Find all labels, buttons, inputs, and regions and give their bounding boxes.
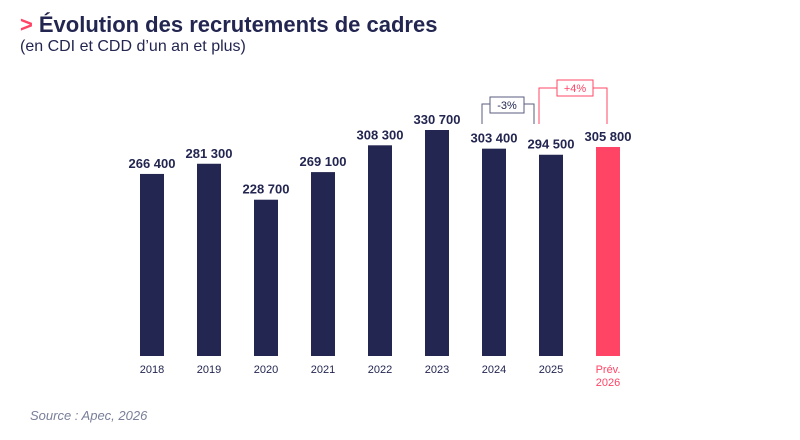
chart-subtitle: (en CDI et CDD d’un an et plus) xyxy=(20,38,246,55)
x-tick-label: 2020 xyxy=(254,364,278,376)
bar xyxy=(254,199,278,356)
value-label: 228 700 xyxy=(243,182,290,197)
x-tick-label: 2025 xyxy=(539,364,563,376)
value-label: 330 700 xyxy=(414,112,461,127)
x-tick-label: 2022 xyxy=(368,364,392,376)
bar xyxy=(596,147,620,356)
bar xyxy=(425,130,449,356)
value-label: 269 100 xyxy=(300,154,347,169)
annotation-label: +4% xyxy=(564,83,587,95)
bar xyxy=(140,173,164,356)
x-tick-label: 2026 xyxy=(596,377,620,389)
bar xyxy=(368,145,392,356)
annotation-box xyxy=(489,96,525,114)
title-text: Évolution des recrutements de cadres xyxy=(38,12,438,37)
bar xyxy=(197,163,221,356)
source-note: Source : Apec, 2026 xyxy=(30,408,148,423)
annotation-label: -3% xyxy=(497,100,517,112)
x-tick-label: Prév. xyxy=(596,364,621,376)
x-tick-label: 2023 xyxy=(425,364,449,376)
chart-title: > Évolution des recrutements de cadres xyxy=(20,12,437,38)
title-marker: > xyxy=(20,12,33,37)
bar xyxy=(539,154,563,356)
x-tick-label: 2018 xyxy=(140,364,164,376)
value-label: 294 500 xyxy=(528,137,575,152)
bar xyxy=(482,148,506,356)
x-tick-label: 2021 xyxy=(311,364,335,376)
value-label: 305 800 xyxy=(585,129,632,144)
x-tick-label: 2019 xyxy=(197,364,221,376)
value-label: 303 400 xyxy=(471,131,518,146)
value-label: 266 400 xyxy=(129,156,176,171)
annotation-box xyxy=(556,79,594,97)
bar xyxy=(311,172,335,356)
x-tick-label: 2024 xyxy=(482,364,506,376)
value-label: 281 300 xyxy=(186,146,233,161)
value-label: 308 300 xyxy=(357,127,404,142)
